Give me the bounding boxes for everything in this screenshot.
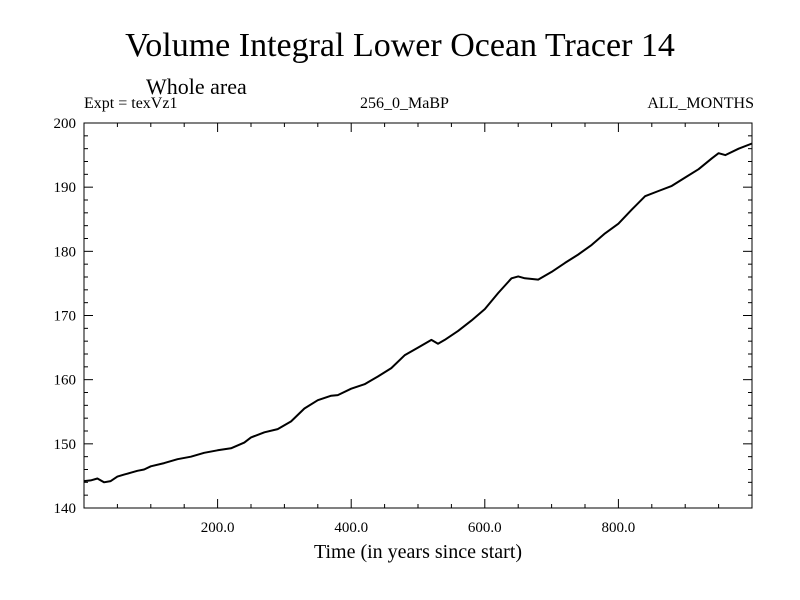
- y-tick-label: 160: [54, 373, 77, 389]
- x-tick-label: 800.0: [602, 520, 636, 536]
- x-tick-label: 400.0: [334, 520, 368, 536]
- chart-title: Volume Integral Lower Ocean Tracer 14: [125, 27, 675, 64]
- data-line-series: [83, 142, 753, 484]
- y-tick-label: 200: [54, 116, 77, 132]
- experiment-label: Expt = texVz1: [84, 95, 178, 112]
- y-tick-label: 190: [54, 180, 77, 196]
- y-tick-label: 140: [54, 501, 77, 517]
- plot-frame: [83, 122, 753, 509]
- y-tick-label: 180: [54, 244, 77, 260]
- x-tick-label: 200.0: [201, 520, 235, 536]
- y-tick-label: 170: [54, 309, 77, 325]
- period-label: 256_0_MaBP: [360, 95, 449, 112]
- x-tick-label: 600.0: [468, 520, 502, 536]
- y-tick-label: 150: [54, 437, 77, 453]
- x-axis-label: Time (in years since start): [314, 541, 522, 563]
- chart-subtitle: Whole area: [146, 74, 247, 99]
- months-label: ALL_MONTHS: [647, 95, 754, 112]
